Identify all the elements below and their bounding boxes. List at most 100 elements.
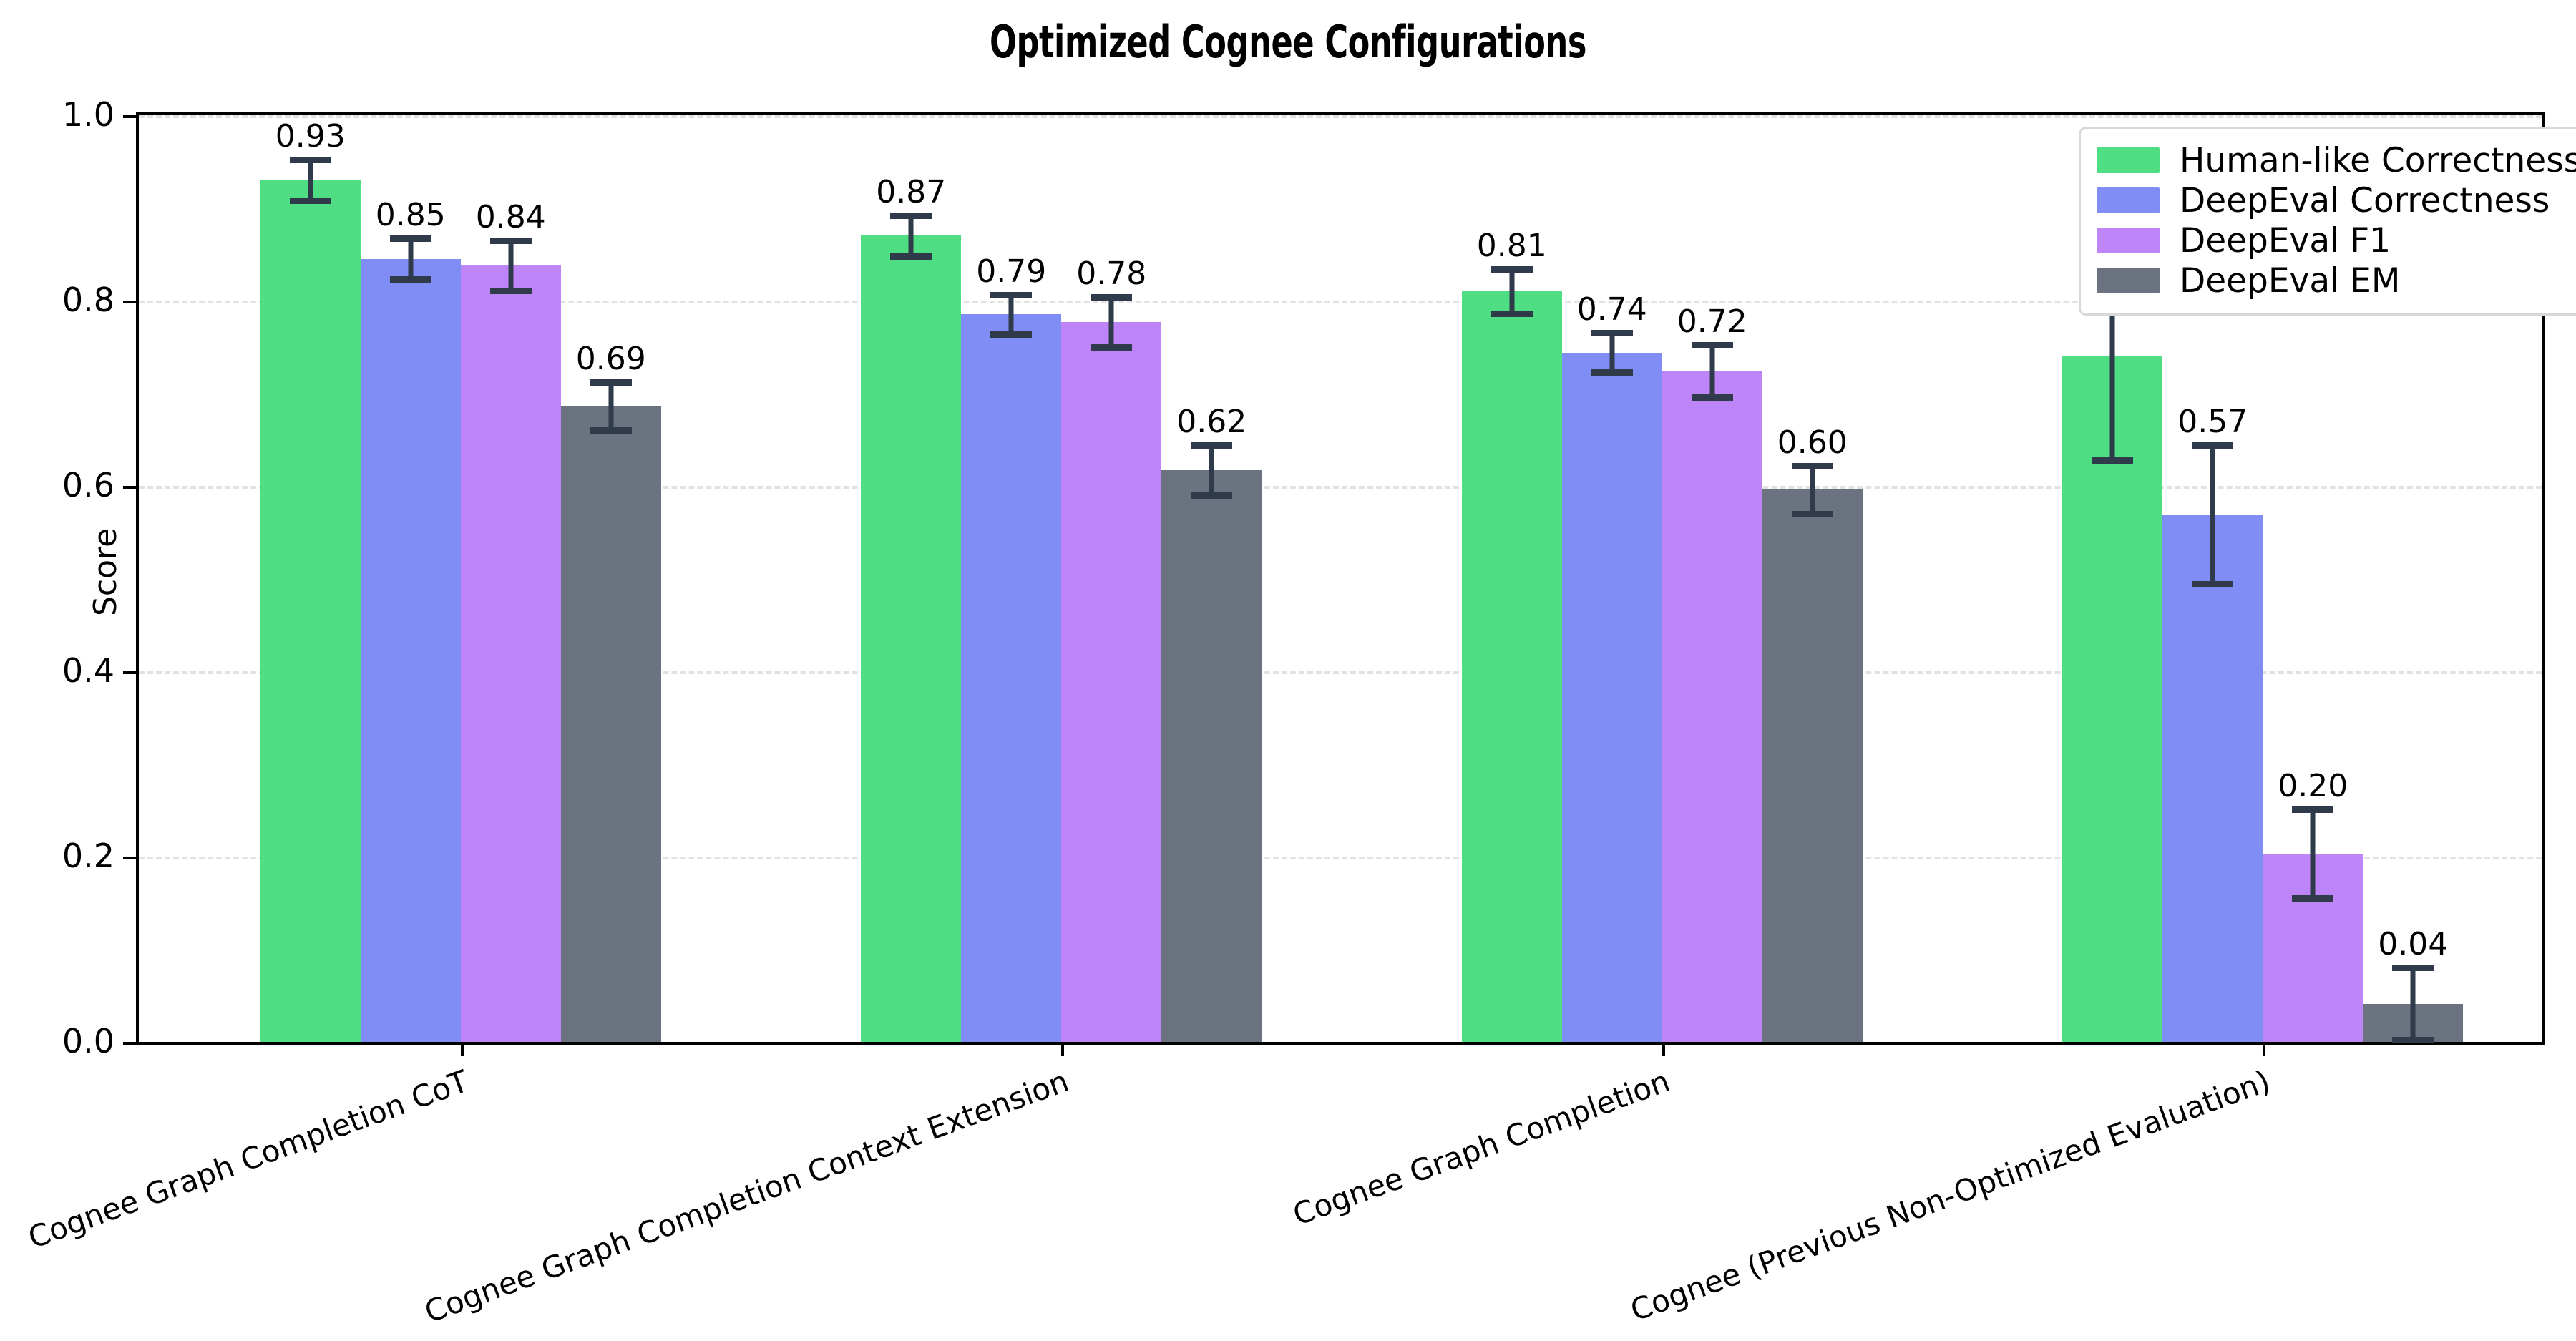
error-bar-cap-upper <box>590 379 632 386</box>
error-bar-cap-upper <box>1091 293 1133 301</box>
legend-item-label: DeepEval Correctness <box>2180 180 2550 220</box>
bar <box>1061 321 1162 1042</box>
bar-value-label: 0.79 <box>976 253 1047 291</box>
error-bar-cap-lower <box>389 276 431 283</box>
gridline <box>139 301 2542 303</box>
error-bar-cap-lower <box>1591 369 1633 376</box>
error-bar <box>1709 345 1715 397</box>
error-bar <box>508 240 514 291</box>
page-title: Optimized Cognee Configurations <box>989 16 1587 68</box>
error-bar <box>1209 445 1214 495</box>
legend-item[interactable]: DeepEval EM <box>2097 260 2576 301</box>
x-tick-mark <box>460 1043 464 1056</box>
y-tick-label: 0.8 <box>62 281 114 319</box>
error-bar-cap-upper <box>1791 462 1833 469</box>
error-bar-cap-lower <box>1491 311 1533 318</box>
y-tick-mark <box>123 301 136 303</box>
error-bar <box>1008 295 1014 334</box>
bar <box>1762 489 1863 1042</box>
bar-value-label: 0.74 <box>1576 291 1647 328</box>
bar <box>1561 352 1662 1042</box>
legend-swatch-icon <box>2097 228 2160 253</box>
bar-value-label: 0.69 <box>575 340 646 377</box>
bar-value-label: 0.87 <box>876 173 947 210</box>
error-bar-cap-lower <box>2092 457 2134 464</box>
error-bar-cap-lower <box>1091 343 1133 351</box>
bar-value-label: 0.20 <box>2278 767 2348 804</box>
error-bar-cap-lower <box>1191 492 1233 499</box>
x-tick-label: Cognee Graph Completion Context Extensio… <box>420 1063 1074 1330</box>
error-bar <box>1108 296 1114 347</box>
y-tick-label: 1.0 <box>62 95 114 134</box>
error-bar-cap-lower <box>1791 510 1833 517</box>
bar-value-label: 0.04 <box>2378 926 2449 963</box>
bar <box>360 258 461 1042</box>
error-bar-cap-upper <box>489 237 532 244</box>
error-bar-cap-upper <box>990 292 1033 299</box>
error-bar-cap-lower <box>2192 581 2234 588</box>
error-bar <box>1609 333 1615 372</box>
y-tick-mark <box>123 486 136 489</box>
error-bar-cap-upper <box>1191 442 1233 449</box>
error-bar-cap-upper <box>1691 342 1733 349</box>
y-tick-label: 0.6 <box>62 466 114 504</box>
error-bar <box>608 381 614 431</box>
bar-value-label: 0.72 <box>1677 303 1747 341</box>
error-bar-cap-upper <box>289 157 331 164</box>
bar <box>560 406 661 1042</box>
error-bar <box>2410 967 2416 1040</box>
gridline <box>139 857 2542 859</box>
y-tick-label: 0.2 <box>62 837 114 875</box>
legend[interactable]: Human-like Correctness DeepEval Correctne… <box>2079 127 2576 316</box>
error-bar-cap-lower <box>2292 895 2334 902</box>
x-tick-label: Cognee (Previous Non-Optimized Evaluatio… <box>1626 1063 2275 1328</box>
y-axis-title: Score <box>87 527 124 616</box>
error-bar-cap-lower <box>289 198 331 205</box>
gridline <box>139 115 2542 118</box>
error-bar-cap-upper <box>2292 806 2334 813</box>
bar-value-label: 0.57 <box>2177 404 2248 441</box>
error-bar-cap-lower <box>590 427 632 434</box>
error-bar <box>908 215 914 256</box>
y-tick-mark <box>123 857 136 859</box>
bar <box>1161 470 1262 1042</box>
error-bar-cap-upper <box>1591 330 1633 337</box>
y-tick-mark <box>123 1042 136 1045</box>
bar <box>1461 291 1562 1042</box>
error-bar-cap-upper <box>389 235 431 243</box>
bar-value-label: 0.84 <box>475 198 546 235</box>
bar <box>861 235 962 1042</box>
error-bar-cap-lower <box>489 287 532 294</box>
bar-value-label: 0.85 <box>375 197 446 234</box>
legend-item[interactable]: DeepEval F1 <box>2097 220 2576 260</box>
error-bar <box>2310 809 2316 899</box>
legend-item[interactable]: DeepEval Correctness <box>2097 180 2576 220</box>
error-bar-cap-upper <box>1491 265 1533 273</box>
error-bar <box>408 238 414 280</box>
error-bar <box>2210 445 2215 585</box>
bar-value-label: 0.81 <box>1476 227 1547 264</box>
error-bar <box>1810 465 1815 514</box>
plot-inner: 0.93 0.85 0.84 0.69 0.87 0.79 0.78 0.62 0.81 0.74… <box>139 115 2542 1044</box>
x-tick-label: Cognee Graph Completion CoT <box>23 1063 473 1256</box>
error-bar-cap-lower <box>2392 1037 2434 1044</box>
legend-item[interactable]: Human-like Correctness <box>2097 140 2576 180</box>
error-bar-cap-upper <box>890 212 932 219</box>
bar-value-label: 0.78 <box>1076 255 1147 292</box>
y-tick-mark <box>123 115 136 118</box>
chart-canvas: Optimized Cognee Configurations 0.93 0.85… <box>23 16 2576 1330</box>
error-bar <box>308 160 313 201</box>
bar <box>2162 515 2263 1042</box>
error-bar <box>1509 268 1515 314</box>
legend-item-label: Human-like Correctness <box>2180 140 2576 180</box>
bar <box>2062 356 2163 1042</box>
legend-swatch-icon <box>2097 187 2160 213</box>
error-bar <box>2109 252 2115 460</box>
x-tick-label: Cognee Graph Completion <box>1288 1063 1674 1233</box>
error-bar-cap-upper <box>2192 442 2234 449</box>
gridline <box>139 486 2542 489</box>
bar-value-label: 0.62 <box>1176 404 1247 441</box>
bar-value-label: 0.93 <box>275 118 346 155</box>
x-tick-mark <box>1662 1043 1665 1056</box>
bar <box>260 180 361 1042</box>
